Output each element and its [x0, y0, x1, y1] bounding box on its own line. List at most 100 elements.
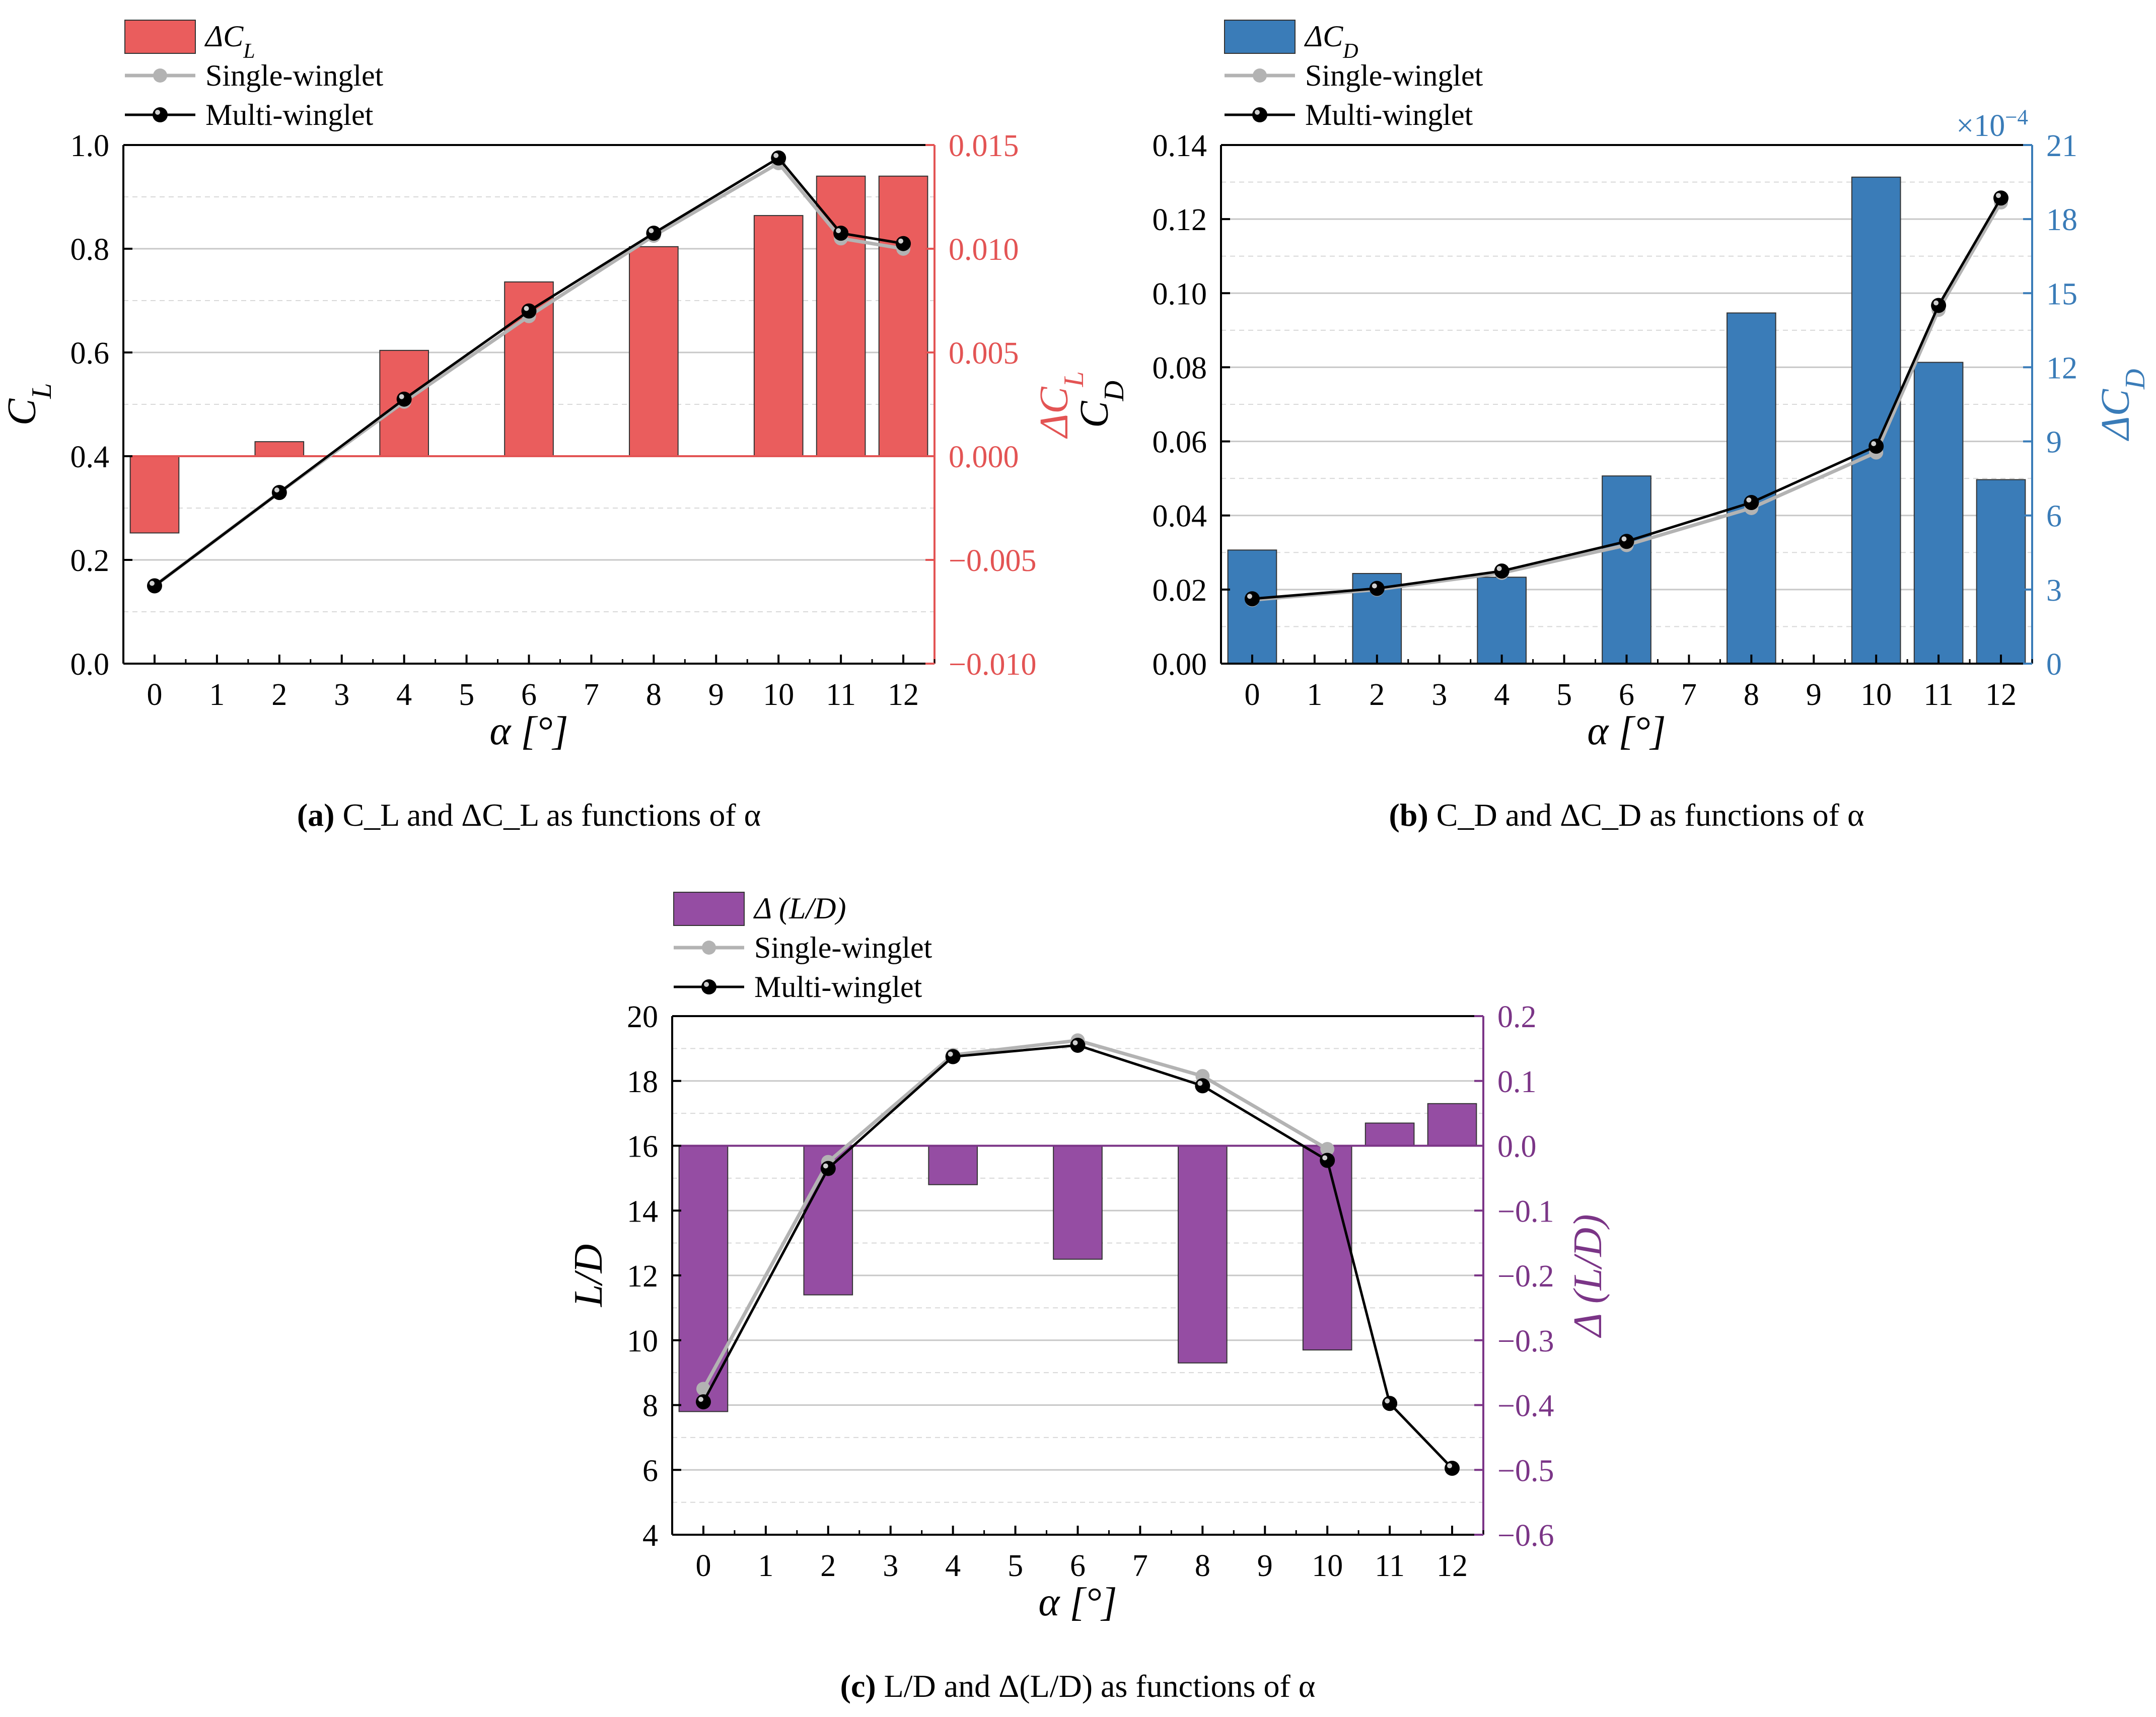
data-point	[396, 391, 412, 407]
chart-panel-a: 0 1 2 3 4 5 6 7 8 9 10 11 120.00.20.40.60.81.0−0.010…	[0, 20, 1090, 833]
x-tick-label: 8	[646, 678, 662, 712]
y2-axis-title: ΔCD	[2094, 369, 2151, 442]
y-tick-label: 0.2	[70, 544, 110, 578]
y2-tick-label: −0.2	[1497, 1259, 1554, 1294]
axes: 0 1 2 3 4 5 6 7 8 9 10 11 120.000.020.040.060.080.10…	[1153, 106, 2078, 712]
series-line	[1252, 197, 2002, 600]
series-multi-winglet	[147, 150, 911, 594]
y2-multiplier: ×10−4	[1956, 106, 2028, 144]
x-tick-label: 10	[1860, 678, 1892, 712]
caption-text: L/D and Δ(L/D) as functions of α	[876, 1668, 1316, 1704]
bar	[878, 175, 928, 457]
y-tick-label: 16	[627, 1130, 658, 1164]
data-point	[1195, 1078, 1210, 1094]
data-point-highlight	[149, 581, 155, 586]
x-tick-label: 7	[1132, 1549, 1148, 1583]
legend-label-bar: Δ (L/D)	[753, 892, 846, 925]
x-tick-label: 5	[1008, 1549, 1023, 1583]
y2-tick-label: −0.005	[949, 544, 1036, 578]
legend-label-multi: Multi-winglet	[754, 970, 922, 1004]
data-point-highlight	[773, 153, 779, 158]
x-tick-label: 11	[826, 678, 856, 712]
y-tick-label: 8	[642, 1389, 658, 1423]
data-point-highlight	[1621, 536, 1627, 542]
bar	[1913, 362, 1964, 664]
data-point	[1931, 298, 1947, 313]
bar	[1364, 1122, 1415, 1147]
data-point-highlight	[948, 1051, 953, 1057]
y2-tick-label: 0	[2046, 648, 2062, 682]
x-tick-label: 10	[763, 678, 794, 712]
x-tick-label: 2	[820, 1549, 836, 1583]
y-tick-label: 0.06	[1153, 425, 1207, 460]
bar	[1727, 312, 1776, 664]
y-tick-label: 0.6	[70, 336, 110, 371]
y-tick-label: 0.00	[1153, 648, 1207, 682]
y2-tick-label: −0.1	[1497, 1194, 1554, 1229]
x-tick-label: 5	[1556, 678, 1572, 712]
y2-tick-label: 0.005	[949, 336, 1019, 371]
x-tick-label: 12	[1985, 678, 2017, 712]
data-point	[1993, 190, 2009, 206]
legend-marker-multi	[1252, 107, 1267, 122]
y-tick-label: 0.12	[1153, 203, 1207, 237]
y2-tick-label: −0.5	[1497, 1454, 1554, 1488]
legend-marker-multi	[153, 107, 168, 122]
y2-tick-label: 21	[2046, 129, 2077, 163]
y2-tick-label: 18	[2046, 203, 2077, 237]
data-point	[820, 1161, 836, 1176]
x-tick-label: 7	[584, 678, 599, 712]
y2-tick-label: 0.015	[949, 129, 1019, 163]
y-tick-label: 0.14	[1153, 129, 1207, 163]
x-tick-label: 3	[883, 1549, 898, 1583]
y-tick-label: 0.8	[70, 233, 110, 267]
legend-label-bar: ΔCL	[204, 20, 255, 63]
caption: (b) C_D and ΔC_D as functions of α	[1389, 797, 1864, 833]
y-tick-label: 18	[627, 1065, 658, 1099]
series-multi-winglet	[695, 1037, 1460, 1476]
x-axis-title: α [°]	[1587, 709, 1666, 753]
y2-tick-label: −0.3	[1497, 1324, 1554, 1358]
x-tick-label: 1	[758, 1549, 773, 1583]
y2-tick-label: −0.6	[1497, 1519, 1554, 1553]
data-point	[945, 1049, 961, 1064]
data-point	[1320, 1153, 1335, 1168]
bar	[1427, 1103, 1477, 1147]
data-point	[695, 1394, 711, 1410]
y2-tick-label: 0.2	[1497, 1000, 1537, 1034]
caption-text: C_L and ΔC_L as functions of α	[334, 797, 761, 833]
bar	[1976, 479, 2026, 664]
bar	[816, 175, 866, 457]
legend-label-single: Single-winglet	[1305, 59, 1483, 92]
data-point	[1070, 1037, 1086, 1053]
x-tick-label: 1	[1307, 678, 1322, 712]
x-tick-label: 6	[521, 678, 537, 712]
x-tick-label: 11	[1923, 678, 1954, 712]
series-line	[154, 156, 904, 587]
legend-marker-multi-highlight	[155, 110, 160, 115]
series-multi-winglet	[1244, 190, 2009, 607]
y2-tick-label: −0.010	[949, 648, 1036, 682]
data-point	[896, 236, 911, 251]
data-point-highlight	[1496, 566, 1502, 571]
data-point-highlight	[898, 238, 904, 244]
x-tick-label: 6	[1070, 1549, 1086, 1583]
axes: 0 1 2 3 4 5 6 7 8 9 10 11 120.00.20.40.60.81.0−0.010…	[70, 129, 1037, 712]
legend-marker-multi	[701, 979, 716, 994]
data-point-highlight	[836, 228, 841, 234]
y2-tick-label: 0.010	[949, 233, 1019, 267]
legend: Δ (L/D) Single-winglet Multi-winglet	[673, 892, 932, 1004]
legend-label-bar: ΔCD	[1304, 20, 1358, 63]
data-point	[1868, 439, 1884, 454]
legend-label-single: Single-winglet	[754, 931, 932, 964]
legend-swatch-bar	[124, 20, 196, 54]
bar	[629, 246, 679, 457]
x-tick-label: 1	[209, 678, 225, 712]
y-tick-label: 0.4	[70, 440, 110, 474]
y2-tick-label: 0.000	[949, 440, 1019, 474]
y2-tick-label: 6	[2046, 499, 2062, 534]
y-tick-label: 0.08	[1153, 351, 1207, 385]
